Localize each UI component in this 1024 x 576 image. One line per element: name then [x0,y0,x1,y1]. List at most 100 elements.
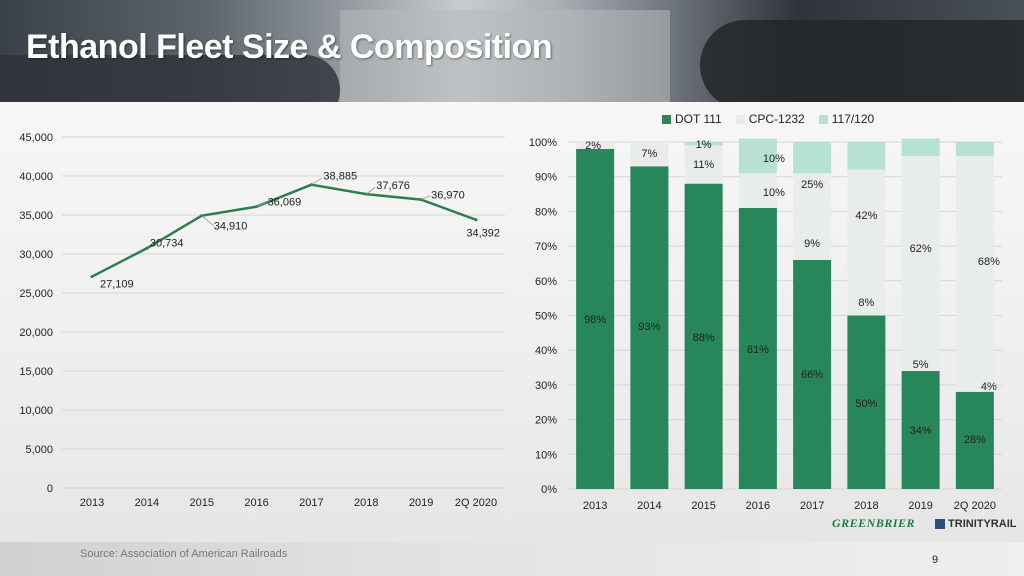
line-data-label: 37,676 [376,180,410,192]
bar-y-tick-label: 80% [535,206,557,218]
line-label-leader [420,195,431,200]
bar-label-117-120: 8% [858,297,874,309]
line-y-tick-label: 45,000 [19,132,53,144]
bar-label-dot111: 50% [855,398,877,410]
legend-label-dot111: DOT 111 [675,112,722,126]
trinity-mark-icon [935,518,946,529]
line-y-tick-label: 0 [47,483,53,495]
page-title: Ethanol Fleet Size & Composition [26,28,553,66]
bar-segment-117-120 [684,142,723,146]
bar-y-tick-label: 40% [535,345,557,357]
line-label-leader [201,215,214,227]
bar-x-tick-label: 2014 [637,500,661,512]
bar-label-dot111: 93% [638,321,660,333]
bar-y-tick-label: 0% [541,484,557,496]
bar-y-tick-label: 60% [535,276,557,288]
line-data-label: 34,392 [466,228,500,240]
header-photo-tankcar-left [0,55,340,102]
bar-x-tick-label: 2018 [854,500,878,512]
bar-x-tick-label: 2013 [583,500,607,512]
legend-item-dot111: DOT 111 [662,112,722,126]
bar-segment-cpc1232 [738,173,777,208]
bar-x-tick-label: 2019 [908,500,932,512]
bar-y-tick-label: 50% [535,311,557,323]
bar-label-dot111: 88% [693,332,715,344]
bar-segment-cpc1232 [901,155,940,372]
bar-segment-cpc1232 [793,173,832,260]
line-data-label: 38,885 [323,171,357,183]
line-y-tick-label: 5,000 [25,444,53,456]
legend-swatch-cpc1232 [735,114,745,124]
line-label-leader [256,202,267,208]
bar-segment-dot111 [576,148,615,489]
bar-y-tick-label: 70% [535,241,557,253]
bar-label-cpc1232: 62% [910,243,932,255]
greenbrier-logo: GREENBRIER [832,516,916,530]
bar-segment-117-120 [738,138,777,174]
legend-swatch-117-120 [818,114,828,124]
line-x-tick-label: 2017 [299,497,323,509]
bar-label-117-120: 10% [763,187,785,199]
bar-y-tick-label: 20% [535,415,557,427]
line-y-tick-label: 20,000 [19,327,53,339]
legend-label-cpc1232: CPC-1232 [748,112,805,126]
line-chart: 0 5,000 10,000 15,000 20,000 25,000 30,000 35,0… [19,132,505,509]
line-x-tick-label: 2016 [244,497,268,509]
bar-segment-117-120 [793,142,832,174]
source-note: Source: Association of American Railroad… [80,548,288,560]
line-data-label: 34,910 [214,221,248,233]
line-x-tick-label: 2015 [189,497,213,509]
line-y-tick-label: 35,000 [19,210,53,222]
bar-segment-117-120 [901,138,940,156]
line-series-path [91,183,477,278]
line-label-leader [311,177,323,186]
line-y-tick-label: 15,000 [19,366,53,378]
bar-chart-legend: DOT 111 CPC-1232 117/120 [662,112,874,126]
bar-segment-cpc1232 [847,169,886,316]
bar-label-117-120: 5% [913,359,929,371]
bar-y-tick-label: 100% [529,137,557,149]
bar-segment-117-120 [847,142,886,170]
bar-segment-cpc1232 [576,142,615,149]
bar-segment-117-120 [955,142,994,156]
bar-segment-dot111 [847,315,886,489]
bar-y-tick-label: 10% [535,449,557,461]
legend-item-cpc1232: CPC-1232 [735,112,805,126]
bar-x-tick-label: 2017 [800,500,824,512]
line-y-tick-label: 30,000 [19,249,53,261]
line-y-tick-label: 40,000 [19,171,53,183]
page-number: 9 [932,554,939,566]
bar-label-dot111: 28% [964,434,986,446]
line-data-point [474,218,478,222]
line-x-tick-label: 2Q 2020 [455,497,497,509]
bar-segment-dot111 [955,391,994,489]
bar-y-tick-label: 30% [535,380,557,392]
bar-label-dot111: 81% [747,344,769,356]
line-label-leader [366,186,376,195]
line-x-tick-label: 2013 [80,497,104,509]
line-data-label: 36,970 [431,190,465,202]
bar-label-117-120: 9% [804,238,820,250]
header-photo-building [340,10,670,102]
line-x-tick-label: 2019 [409,497,433,509]
bar-segment-cpc1232 [684,145,723,184]
bar-segment-dot111 [684,183,723,489]
bar-y-tick-label: 90% [535,172,557,184]
bar-label-cpc1232: 2% [585,140,601,152]
bar-label-dot111: 34% [910,425,932,437]
line-y-tick-label: 25,000 [19,288,53,300]
bar-label-117-120: 1% [696,139,712,151]
bar-label-117-120: 4% [981,381,997,393]
line-x-tick-label: 2014 [135,497,159,509]
line-y-tick-label: 10,000 [19,405,53,417]
bar-label-cpc1232: 42% [855,210,877,222]
legend-item-117-120: 117/120 [818,112,875,126]
trinityrail-logo: TRINITYRAIL [935,518,1016,530]
bar-x-tick-label: 2016 [746,500,770,512]
legend-label-117-120: 117/120 [831,112,875,126]
bar-label-cpc1232: 68% [978,256,1000,268]
line-x-tick-label: 2018 [354,497,378,509]
bar-x-tick-label: 2Q 2020 [954,500,996,512]
line-data-label: 36,069 [268,197,302,209]
